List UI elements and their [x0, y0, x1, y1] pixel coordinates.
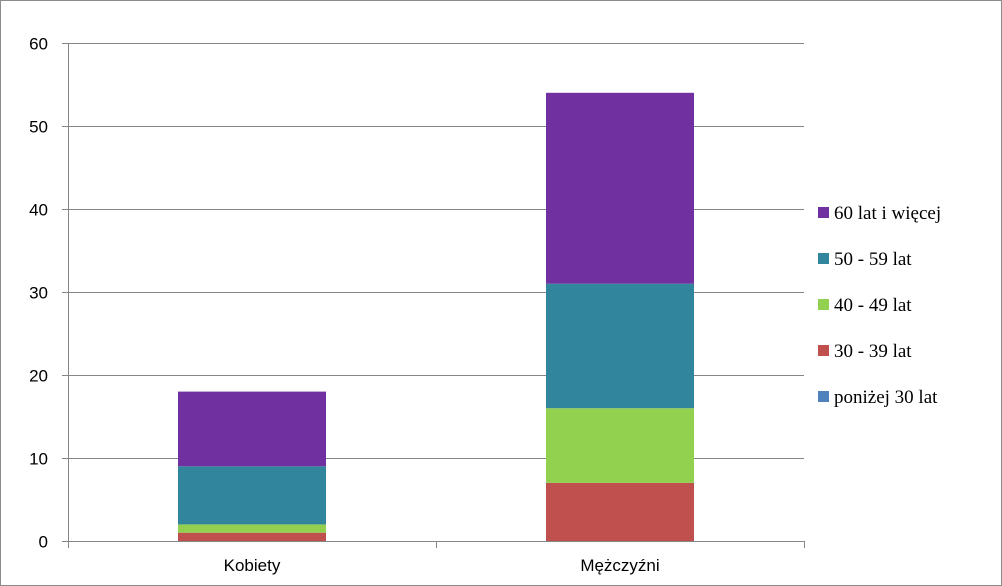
x-category-label: Kobiety: [224, 556, 281, 575]
y-tick-label: 20: [29, 367, 48, 386]
legend-swatch: [818, 345, 829, 356]
legend-swatch: [818, 391, 829, 402]
bar-segment-mężczyźni-2: [546, 408, 694, 483]
y-tick-label: 50: [29, 118, 48, 137]
bar-segment-kobiety-1: [178, 532, 326, 541]
legend-label: 30 - 39 lat: [834, 341, 912, 362]
y-tick-label: 30: [29, 284, 48, 303]
legend-swatch: [818, 299, 829, 310]
x-category-label: Mężczyźni: [580, 556, 659, 575]
legend-label: 60 lat i więcej: [834, 203, 941, 224]
y-tick-label: 60: [29, 35, 48, 54]
bar-segment-kobiety-3: [178, 466, 326, 525]
legend-label: 50 - 59 lat: [834, 249, 912, 270]
legend-swatch: [818, 253, 829, 264]
y-tick-label: 0: [39, 533, 48, 552]
legend-label: 40 - 49 lat: [834, 295, 912, 316]
bar-segment-kobiety-4: [178, 391, 326, 467]
y-tick-label: 40: [29, 201, 48, 220]
bar-segment-kobiety-2: [178, 524, 326, 533]
y-tick-label: 10: [29, 450, 48, 469]
bar-segment-mężczyźni-3: [546, 283, 694, 409]
legend-swatch: [818, 207, 829, 218]
legend-label: poniżej 30 lat: [834, 387, 938, 408]
bar-segment-mężczyźni-4: [546, 92, 694, 284]
bar-segment-mężczyźni-1: [546, 482, 694, 541]
